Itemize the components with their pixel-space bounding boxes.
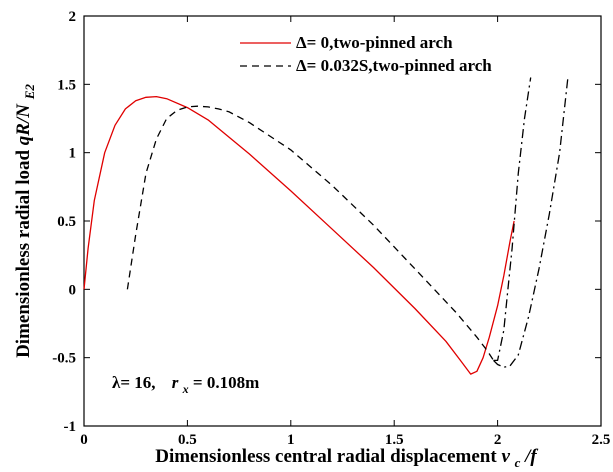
x-axis-label-text: Dimensionless central radial displacemen… [155,446,501,467]
y-tick-label: 0.5 [57,214,76,230]
x-tick-label: 2.5 [592,432,611,448]
y-axis-label: Dimensionless radial load qR/N E2 [13,84,37,358]
series-line-2 [126,105,495,361]
y-tick-label: 1.5 [57,77,76,93]
series-line-3 [493,77,532,362]
annotation-r-var: r [172,373,179,392]
legend: Δ= 0,two-pinned arch Δ= 0.032S,two-pinne… [240,33,492,75]
y-tick-label: 1 [69,146,77,162]
annotation-r-value: = 0.108m [193,373,259,392]
y-tick-label: 0 [69,282,77,298]
plot-frame [83,15,602,427]
parameter-annotation: λ= 16, r x = 0.108m [112,373,259,397]
x-tick-label: 1.5 [385,432,404,448]
x-axis-label-tail: /f [523,446,538,467]
y-tick-label: 2 [69,9,77,25]
series-line-4 [493,77,569,368]
x-axis-label: Dimensionless central radial displacemen… [155,446,538,472]
legend-label-series-2: Δ= 0.032S,two-pinned arch [296,56,492,75]
series-line-1 [83,95,515,375]
x-axis-label-sub: c [515,455,521,470]
x-ticks: 0 0.5 1 1.5 2 2.5 [80,16,610,448]
y-tick-label: -0.5 [52,351,76,367]
x-axis-label-var: v [501,446,510,467]
x-tick-label: 1 [287,432,295,448]
plot-area [83,15,602,427]
x-tick-label: 0 [80,432,88,448]
annotation-lambda: λ= 16, [112,373,156,392]
x-tick-label: 0.5 [178,432,197,448]
y-tick-label: -1 [64,419,77,435]
y-axis-label-var: qR/N [13,103,34,145]
y-axis-label-text: Dimensionless radial load [13,145,34,358]
y-axis-label-sub: E2 [22,84,37,101]
series-group [83,77,569,375]
y-ticks: -1 -0.5 0 0.5 1 1.5 2 [52,9,601,435]
annotation-r-sub: x [182,382,189,396]
legend-label-series-1: Δ= 0,two-pinned arch [296,33,453,52]
x-tick-label: 2 [494,432,502,448]
